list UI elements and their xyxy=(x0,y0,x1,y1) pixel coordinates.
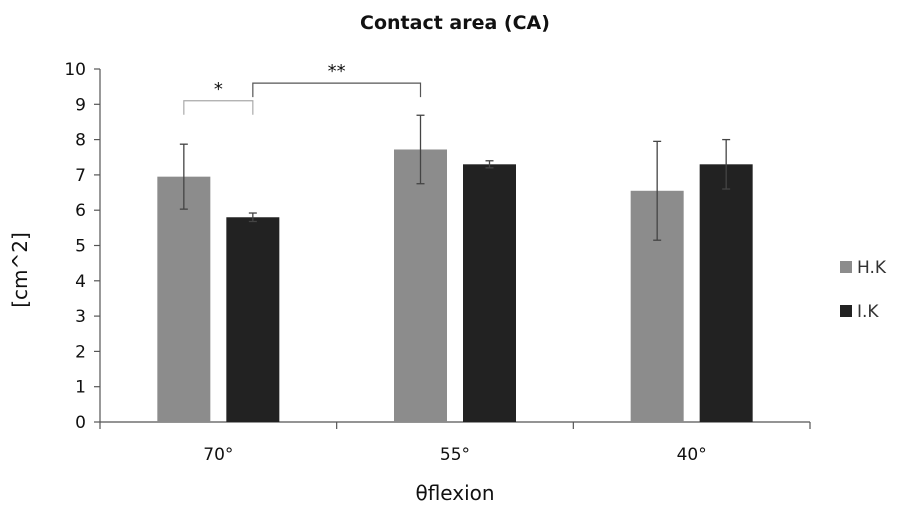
significance-bracket xyxy=(183,100,254,115)
chart-title: Contact area (CA) xyxy=(360,12,550,34)
bar xyxy=(463,164,516,422)
bars xyxy=(157,149,753,422)
y-tick-label: 10 xyxy=(64,60,86,80)
legend-swatch xyxy=(840,305,852,317)
x-axis-label: θflexion xyxy=(415,481,494,505)
significance-bracket xyxy=(252,82,422,98)
bar xyxy=(157,176,211,422)
x-axis: 70° 55° 40° xyxy=(99,421,811,465)
y-tick-label: 7 xyxy=(75,166,86,186)
bar xyxy=(699,164,753,422)
bar xyxy=(394,149,447,422)
y-axis: 0 1 2 3 4 5 6 7 8 9 10 xyxy=(64,60,101,433)
y-axis-label: [cm^2] xyxy=(8,232,32,308)
x-tick-label: 40° xyxy=(677,445,707,465)
y-tick-label: 1 xyxy=(75,378,86,398)
x-tick-label: 70° xyxy=(203,445,233,465)
significance-label: ** xyxy=(328,61,346,82)
legend-swatch xyxy=(840,261,852,273)
error-bars xyxy=(179,114,731,241)
y-tick-label: 3 xyxy=(75,307,86,327)
y-tick-label: 8 xyxy=(75,131,86,151)
significance-label: * xyxy=(214,79,223,100)
bar xyxy=(226,217,280,422)
significance-annotations: *** xyxy=(183,61,422,115)
legend-label: H.K xyxy=(857,258,887,278)
y-tick-label: 2 xyxy=(75,342,86,362)
y-tick-label: 4 xyxy=(75,272,86,292)
legend: H.K I.K xyxy=(840,258,887,322)
y-tick-label: 9 xyxy=(75,95,86,115)
x-tick-label: 55° xyxy=(440,445,470,465)
y-tick-label: 5 xyxy=(75,237,86,257)
y-tick-label: 6 xyxy=(75,201,86,221)
y-tick-label: 0 xyxy=(75,413,86,433)
legend-label: I.K xyxy=(857,302,879,322)
